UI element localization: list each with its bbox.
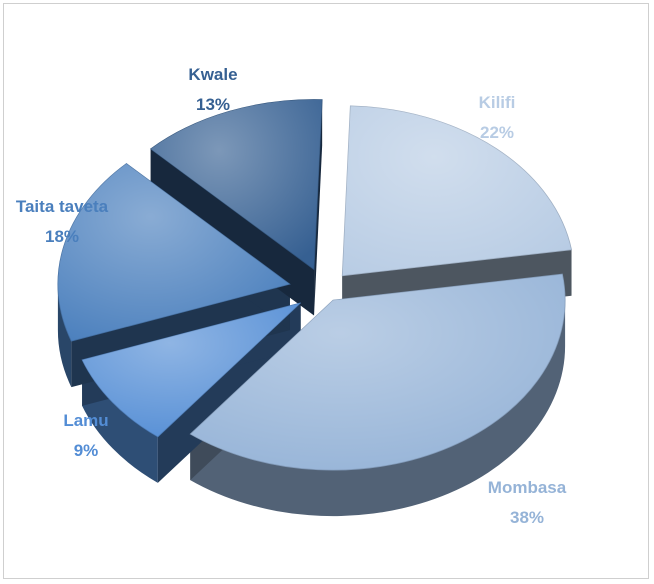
pie-slice-gloss [57,163,290,342]
pie-slice-gloss [342,105,572,276]
data-label-kwale-pct: 13% [196,95,230,114]
data-label-kwale-name: Kwale [188,65,237,84]
pie-slice-rim [190,300,566,517]
data-label-mombasa-name: Mombasa [488,478,567,497]
data-label-kilifi-pct: 22% [480,123,514,142]
data-label-kilifi-name: Kilifi [479,93,516,112]
pie-slice-wall [314,99,323,316]
pie-slice-gloss [190,274,566,471]
data-label-lamu-pct: 9% [74,441,99,460]
data-label-taita-taveta-pct: 18% [45,227,79,246]
pie-slice-gloss [150,99,323,270]
data-label-mombasa-pct: 38% [510,508,544,527]
data-label-lamu-name: Lamu [63,411,108,430]
pie-slice-rim [57,284,72,388]
pie-slice-gloss [82,302,301,437]
data-label-taita-taveta-name: Taita taveta [16,197,109,216]
